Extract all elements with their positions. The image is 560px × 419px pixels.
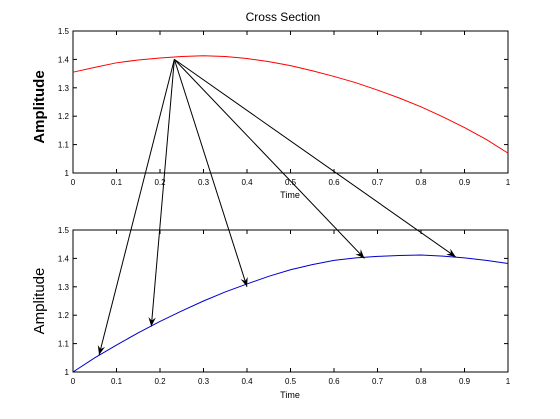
bottom-y-tick-label: 1.2: [58, 311, 70, 320]
top-series-line: [72, 55, 509, 154]
arrow-head: [148, 316, 156, 327]
arrow-line: [173, 59, 365, 259]
bottom-x-tick-label: 0.5: [285, 377, 297, 386]
chart-title: Cross Section: [246, 10, 321, 24]
bottom-plot: 0 0.1 0.2 0.3 0.4 0.5 0.6 0.7 0.8 0.9 1 1 1.1 1.2 1.3…: [31, 226, 511, 400]
top-x-tick-label: 0: [71, 178, 76, 187]
top-plot: 0 0.1 0.2 0.3 0.4 0.5 0.6 0.7 0.8 0.9 1 1 1.1 1.2 1.3…: [31, 27, 511, 200]
arrow-head: [355, 249, 365, 259]
bottom-x-tick-label: 0.9: [459, 377, 471, 386]
bottom-x-tick-label: 0.2: [154, 377, 166, 386]
arrow-line: [174, 58, 457, 258]
top-x-tick-label: 0.9: [459, 178, 471, 187]
top-plot-frame: [72, 30, 509, 174]
arrow-head: [446, 248, 456, 257]
bottom-x-tick-label: 1: [506, 377, 511, 386]
top-x-ticks: 0 0.1 0.2 0.3 0.4 0.5 0.6 0.7 0.8 0.9 1: [71, 31, 511, 187]
top-y-ticks: 1 1.1 1.2 1.3 1.4 1.5: [58, 27, 508, 178]
arrow-group: [97, 58, 457, 356]
top-x-tick-label: 0.1: [111, 178, 123, 187]
top-x-tick-label: 0.7: [372, 178, 384, 187]
top-x-tick-label: 0.3: [198, 178, 210, 187]
bottom-x-tick-label: 0.6: [328, 377, 340, 386]
arrow-head: [240, 276, 248, 287]
top-y-tick-label: 1.4: [58, 55, 70, 64]
bottom-plot-frame: [72, 229, 509, 373]
bottom-x-tick-label: 0: [71, 377, 76, 386]
arrow-line: [150, 59, 175, 327]
bottom-x-tick-label: 0.3: [198, 377, 210, 386]
top-y-tick-label: 1: [65, 169, 70, 178]
arrow-line: [173, 59, 248, 287]
bottom-y-tick-label: 1.3: [58, 283, 70, 292]
bottom-x-tick-label: 0.8: [415, 377, 427, 386]
top-x-tick-label: 0.4: [241, 178, 253, 187]
bottom-x-tick-label: 0.1: [111, 377, 123, 386]
bottom-x-ticks: 0 0.1 0.2 0.3 0.4 0.5 0.6 0.7 0.8 0.9 1: [71, 230, 511, 386]
bottom-x-tick-label: 0.7: [372, 377, 384, 386]
bottom-x-axis-label: Time: [280, 390, 300, 400]
bottom-y-tick-label: 1: [65, 368, 70, 377]
top-y-tick-label: 1.2: [58, 112, 70, 121]
bottom-y-tick-label: 1.4: [58, 254, 70, 263]
bottom-y-ticks: 1 1.1 1.2 1.3 1.4 1.5: [58, 226, 508, 377]
top-x-tick-label: 0.8: [415, 178, 427, 187]
bottom-x-tick-label: 0.4: [241, 377, 253, 386]
bottom-y-tick-label: 1.1: [58, 340, 70, 349]
bottom-y-tick-label: 1.5: [58, 226, 70, 235]
top-y-tick-label: 1.5: [58, 27, 70, 36]
top-x-tick-label: 0.6: [328, 178, 340, 187]
top-y-tick-label: 1.1: [58, 141, 70, 150]
bottom-y-axis-label: Amplitude: [31, 268, 48, 335]
arrow-head: [97, 345, 105, 355]
bottom-series-line: [72, 254, 509, 373]
top-x-tick-label: 0.5: [285, 178, 297, 187]
top-x-axis-label: Time: [280, 190, 300, 200]
top-y-tick-label: 1.3: [58, 84, 70, 93]
top-y-axis-label: Amplitude: [31, 70, 48, 143]
arrow-line: [98, 59, 175, 356]
top-x-tick-label: 1: [506, 178, 511, 187]
top-x-tick-label: 0.2: [154, 178, 166, 187]
